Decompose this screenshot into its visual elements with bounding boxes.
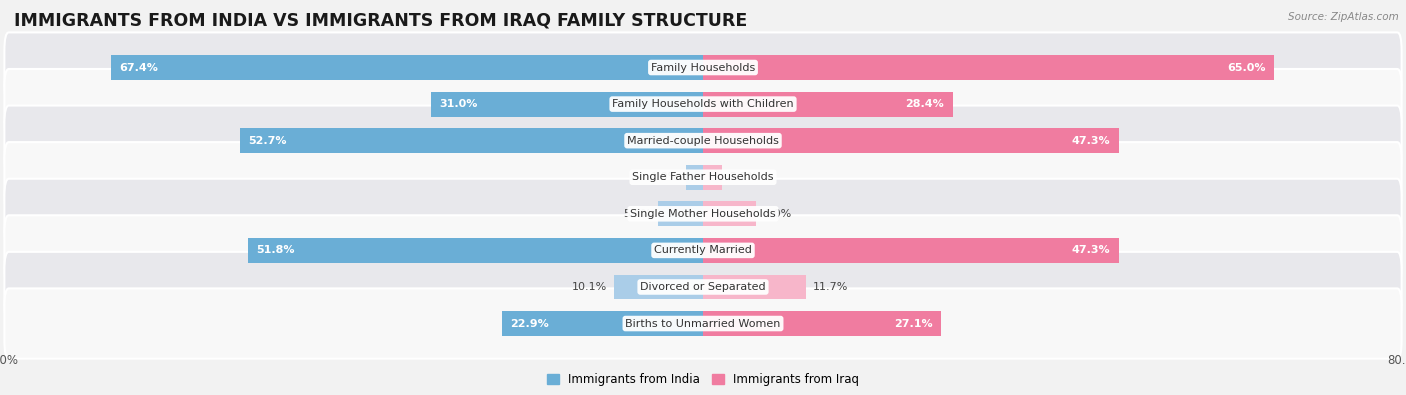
Text: Currently Married: Currently Married	[654, 245, 752, 256]
FancyBboxPatch shape	[4, 215, 1402, 286]
FancyBboxPatch shape	[4, 179, 1402, 249]
Text: 2.2%: 2.2%	[730, 172, 758, 182]
FancyBboxPatch shape	[4, 288, 1402, 359]
Text: Family Households: Family Households	[651, 62, 755, 73]
FancyBboxPatch shape	[4, 142, 1402, 213]
FancyBboxPatch shape	[4, 105, 1402, 176]
Bar	[686, 165, 703, 190]
Bar	[703, 238, 1119, 263]
Text: 5.1%: 5.1%	[623, 209, 651, 219]
Bar	[111, 55, 703, 80]
Text: 52.7%: 52.7%	[249, 135, 287, 146]
Bar	[703, 165, 723, 190]
Text: 27.1%: 27.1%	[894, 318, 932, 329]
Text: 11.7%: 11.7%	[813, 282, 848, 292]
Text: 6.0%: 6.0%	[762, 209, 792, 219]
FancyBboxPatch shape	[4, 32, 1402, 103]
Text: 31.0%: 31.0%	[439, 99, 478, 109]
FancyBboxPatch shape	[4, 69, 1402, 139]
Bar	[703, 55, 1274, 80]
Text: Single Father Households: Single Father Households	[633, 172, 773, 182]
Text: Married-couple Households: Married-couple Households	[627, 135, 779, 146]
Text: IMMIGRANTS FROM INDIA VS IMMIGRANTS FROM IRAQ FAMILY STRUCTURE: IMMIGRANTS FROM INDIA VS IMMIGRANTS FROM…	[14, 12, 748, 30]
Text: 1.9%: 1.9%	[651, 172, 679, 182]
Text: Single Mother Households: Single Mother Households	[630, 209, 776, 219]
Text: 67.4%: 67.4%	[120, 62, 159, 73]
Text: 22.9%: 22.9%	[510, 318, 550, 329]
Text: 28.4%: 28.4%	[905, 99, 943, 109]
Bar	[703, 275, 806, 299]
Bar	[703, 92, 953, 117]
Text: 51.8%: 51.8%	[257, 245, 295, 256]
Bar	[703, 311, 941, 336]
Text: Source: ZipAtlas.com: Source: ZipAtlas.com	[1288, 12, 1399, 22]
FancyBboxPatch shape	[4, 252, 1402, 322]
Bar	[614, 275, 703, 299]
Legend: Immigrants from India, Immigrants from Iraq: Immigrants from India, Immigrants from I…	[543, 369, 863, 391]
Bar	[703, 128, 1119, 153]
Text: 10.1%: 10.1%	[572, 282, 607, 292]
Bar	[430, 92, 703, 117]
Bar	[247, 238, 703, 263]
Bar	[240, 128, 703, 153]
Text: 47.3%: 47.3%	[1071, 135, 1109, 146]
Text: Divorced or Separated: Divorced or Separated	[640, 282, 766, 292]
Text: 47.3%: 47.3%	[1071, 245, 1109, 256]
Bar	[658, 201, 703, 226]
Text: Births to Unmarried Women: Births to Unmarried Women	[626, 318, 780, 329]
Text: 65.0%: 65.0%	[1227, 62, 1265, 73]
Bar	[703, 201, 756, 226]
Text: Family Households with Children: Family Households with Children	[612, 99, 794, 109]
Bar	[502, 311, 703, 336]
